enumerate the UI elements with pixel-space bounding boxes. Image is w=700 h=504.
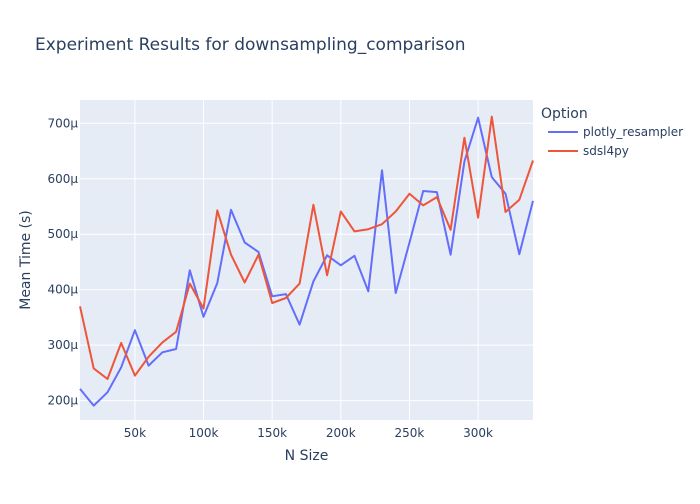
plot-background [80, 100, 533, 420]
x-axis-label: N Size [285, 448, 329, 464]
series-line-sdsl4py [79, 115, 534, 380]
x-tick-label: 150k [257, 426, 287, 440]
legend-items: plotly_resampler sdsl4py [548, 125, 683, 158]
x-tick-label: 200k [326, 426, 356, 440]
legend-item-sdsl4py[interactable]: sdsl4py [548, 144, 629, 158]
legend-item-plotly_resampler[interactable]: plotly_resampler [548, 125, 683, 139]
y-tick-label: 400µ [47, 283, 78, 297]
legend-label: plotly_resampler [583, 125, 683, 139]
y-tick-label: 500µ [47, 227, 78, 241]
gridlines [80, 100, 533, 420]
x-tick-label: 250k [395, 426, 425, 440]
y-axis-label: Mean Time (s) [18, 210, 34, 310]
chart-title: Experiment Results for downsampling_comp… [35, 35, 465, 55]
x-tick-label: 300k [463, 426, 493, 440]
x-axis-ticks: 50k 100k 150k 200k 250k 300k [124, 426, 493, 440]
x-tick-label: 50k [124, 426, 146, 440]
series-layer [79, 115, 534, 407]
y-tick-label: 600µ [47, 172, 78, 186]
y-tick-label: 200µ [47, 394, 78, 408]
y-axis-ticks: 200µ 300µ 400µ 500µ 600µ 700µ [47, 116, 78, 407]
x-tick-label: 100k [189, 426, 219, 440]
legend-title: Option [541, 106, 588, 122]
legend-label: sdsl4py [583, 144, 629, 158]
legend: Option plotly_resampler sdsl4py [541, 106, 683, 158]
series-line-plotly_resampler [79, 116, 534, 407]
y-tick-label: 700µ [47, 116, 78, 130]
y-tick-label: 300µ [47, 338, 78, 352]
